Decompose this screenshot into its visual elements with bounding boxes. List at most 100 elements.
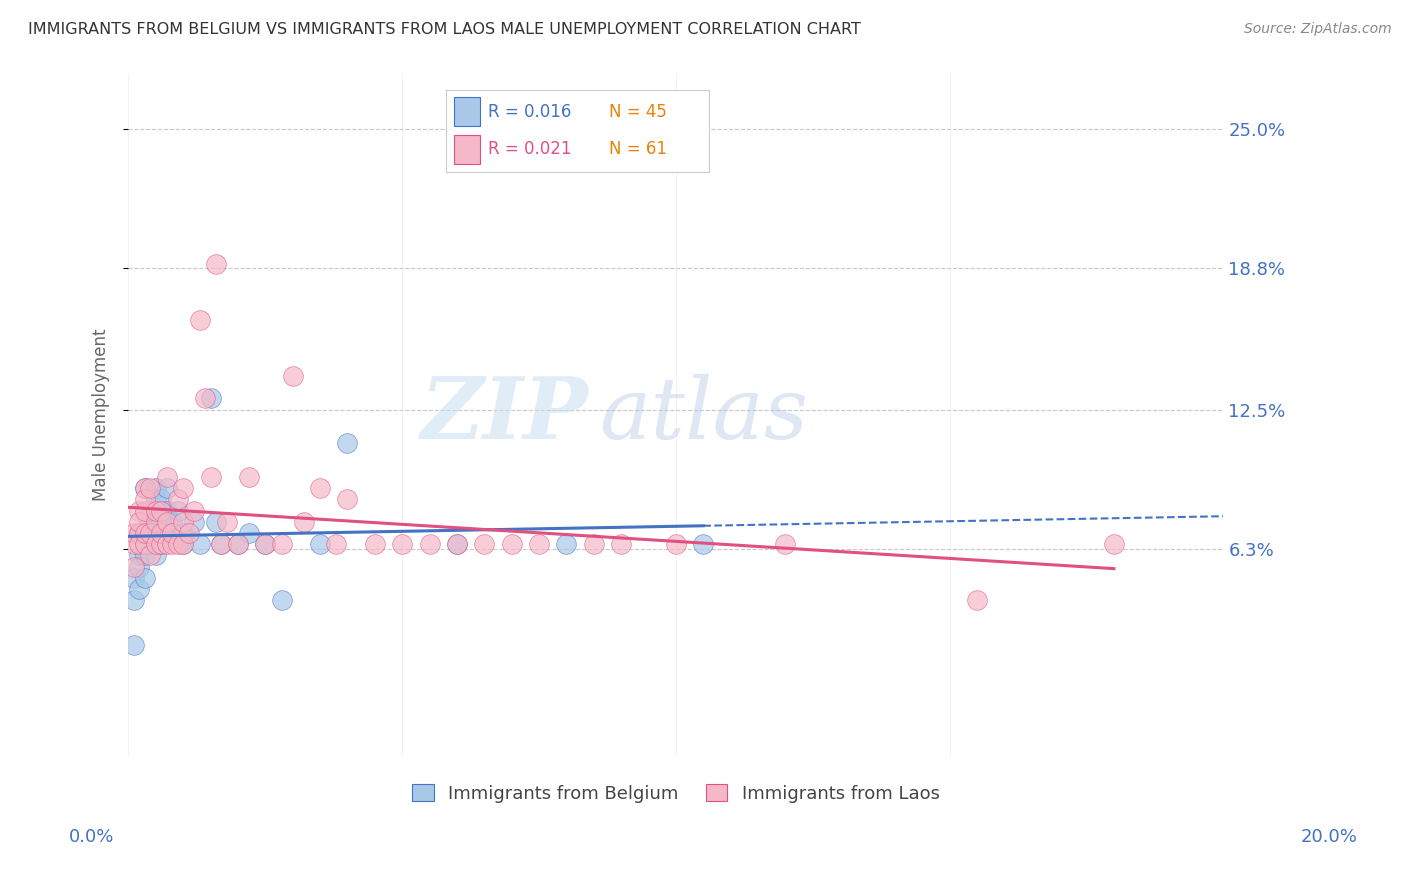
Point [139, 525, 162, 540]
Point [166, 503, 188, 517]
Point [122, 571, 145, 585]
Point [309, 481, 332, 495]
Point [139, 515, 162, 529]
Point [128, 582, 150, 596]
Point [966, 593, 988, 607]
Point [418, 537, 440, 551]
Text: Source: ZipAtlas.com: Source: ZipAtlas.com [1244, 22, 1392, 37]
Point [122, 638, 145, 652]
Point [128, 537, 150, 551]
Point [156, 470, 179, 484]
Point [692, 537, 714, 551]
Point [134, 571, 156, 585]
Point [156, 537, 179, 551]
Point [270, 537, 292, 551]
Point [128, 525, 150, 540]
Point [128, 525, 150, 540]
Point [139, 549, 162, 563]
Text: 20.0%: 20.0% [1301, 828, 1357, 846]
Point [134, 525, 156, 540]
Point [156, 515, 179, 529]
Point [281, 368, 304, 383]
Point [139, 503, 162, 517]
Point [150, 503, 173, 517]
Point [145, 481, 167, 495]
Point [145, 503, 167, 517]
Point [128, 515, 150, 529]
Point [134, 537, 156, 551]
Point [150, 525, 173, 540]
Point [145, 525, 167, 540]
Point [145, 549, 167, 563]
Point [501, 537, 523, 551]
Point [226, 537, 249, 551]
Point [254, 537, 277, 551]
Point [150, 492, 173, 507]
Point [446, 537, 468, 551]
Point [160, 515, 183, 529]
Point [391, 537, 413, 551]
Point [200, 392, 222, 406]
Point [211, 537, 233, 551]
Point [292, 515, 315, 529]
Point [446, 537, 468, 551]
Point [122, 537, 145, 551]
Point [211, 537, 233, 551]
Point [150, 537, 173, 551]
Point [172, 481, 194, 495]
Point [156, 481, 179, 495]
Point [166, 492, 188, 507]
Point [254, 537, 277, 551]
Point [122, 559, 145, 574]
Point [134, 525, 156, 540]
Point [139, 481, 162, 495]
Point [188, 313, 211, 327]
Point [134, 481, 156, 495]
Point [200, 470, 222, 484]
Point [555, 537, 578, 551]
Point [238, 525, 260, 540]
Point [336, 436, 359, 450]
Point [150, 537, 173, 551]
Text: ZIP: ZIP [420, 374, 588, 457]
Point [134, 549, 156, 563]
Point [128, 503, 150, 517]
Text: 0.0%: 0.0% [69, 828, 114, 846]
Point [166, 537, 188, 551]
Point [160, 525, 183, 540]
Point [177, 525, 200, 540]
Point [145, 537, 167, 551]
Point [188, 537, 211, 551]
Point [183, 515, 205, 529]
Point [215, 515, 238, 529]
Point [145, 515, 167, 529]
Point [134, 492, 156, 507]
Point [139, 525, 162, 540]
Point [665, 537, 688, 551]
Point [238, 470, 260, 484]
Point [128, 559, 150, 574]
Point [183, 503, 205, 517]
Point [325, 537, 347, 551]
Point [134, 481, 156, 495]
Point [150, 515, 173, 529]
Point [128, 549, 150, 563]
Text: IMMIGRANTS FROM BELGIUM VS IMMIGRANTS FROM LAOS MALE UNEMPLOYMENT CORRELATION CH: IMMIGRANTS FROM BELGIUM VS IMMIGRANTS FR… [28, 22, 860, 37]
Point [156, 503, 179, 517]
Point [134, 537, 156, 551]
Point [122, 593, 145, 607]
Point [309, 537, 332, 551]
Point [172, 537, 194, 551]
Point [172, 537, 194, 551]
Point [270, 593, 292, 607]
Point [145, 537, 167, 551]
Y-axis label: Male Unemployment: Male Unemployment [93, 329, 110, 501]
Point [582, 537, 605, 551]
Point [336, 492, 359, 507]
Point [145, 492, 167, 507]
Point [194, 392, 217, 406]
Point [205, 257, 228, 271]
Legend: Immigrants from Belgium, Immigrants from Laos: Immigrants from Belgium, Immigrants from… [405, 777, 948, 810]
Point [172, 515, 194, 529]
Point [205, 515, 228, 529]
